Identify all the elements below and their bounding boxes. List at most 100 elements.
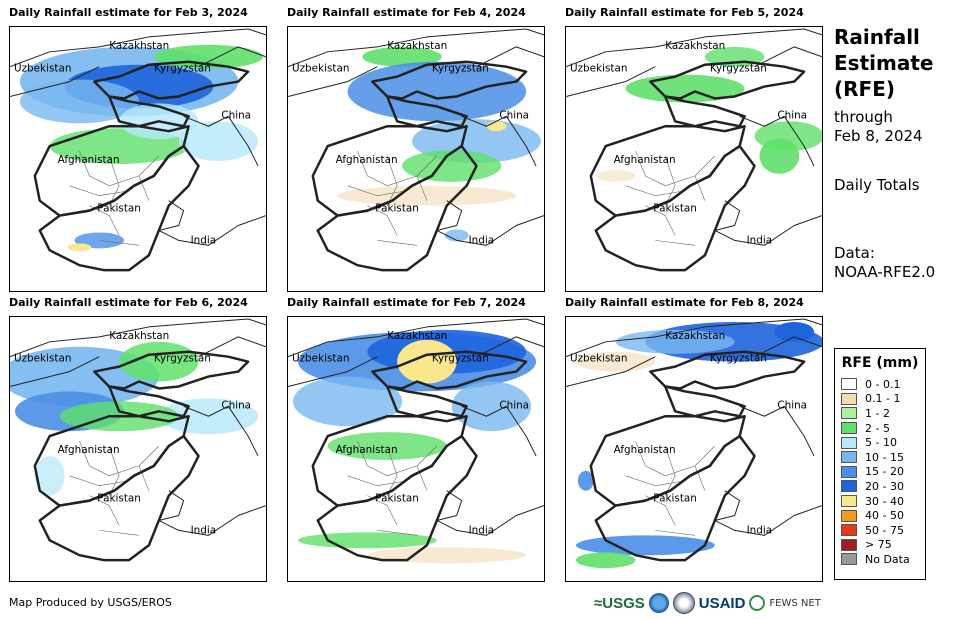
rainfall-area	[292, 376, 403, 427]
country-label: Afghanistan	[336, 444, 398, 456]
legend-swatch	[841, 378, 857, 391]
india-border	[158, 490, 185, 521]
country-label: Kyrgyzstan	[710, 353, 767, 365]
legend-swatch	[841, 465, 857, 478]
legend-item: 40 - 50	[841, 508, 919, 523]
pakistan-outline	[594, 144, 756, 272]
noaa-logo-icon	[648, 593, 669, 613]
legend-swatch	[841, 407, 857, 420]
rainfall-area	[577, 470, 594, 491]
panel-title: Daily Rainfall estimate for Feb 7, 2024	[287, 296, 526, 309]
legend-swatch	[841, 553, 857, 566]
kyrgyzstan-outline	[371, 60, 528, 100]
rainfall-area	[575, 552, 636, 569]
kyrgyzstan-outline	[649, 60, 806, 100]
pakistan-outline	[38, 434, 200, 562]
country-label: Uzbekistan	[14, 63, 71, 75]
country-label: China	[221, 109, 251, 121]
side-title-line: Estimate	[834, 51, 934, 75]
map-canvas: Kazakhstan Uzbekistan Kyrgyzstan China Afgha…	[566, 318, 822, 569]
country-label: Uzbekistan	[570, 353, 627, 365]
country-label: India	[191, 234, 217, 246]
legend-item: 0.1 - 1	[841, 392, 919, 407]
rainfall-area	[402, 150, 502, 182]
rainfall-area	[575, 535, 715, 556]
legend-item: 50 - 75	[841, 523, 919, 538]
kazakhstan-border	[288, 28, 544, 68]
map-credit: Map Produced by USGS/EROS	[9, 596, 172, 609]
fews-globe-icon	[749, 595, 766, 611]
legend-item: 30 - 40	[841, 494, 919, 509]
province-lines	[69, 150, 160, 246]
kazakhstan-border	[566, 28, 822, 68]
panel-title: Daily Rainfall estimate for Feb 3, 2024	[9, 6, 248, 19]
rainfall-map: Kazakhstan Uzbekistan Kyrgyzstan China Afgha…	[9, 316, 267, 582]
kyrgyzstan-outline	[93, 350, 250, 390]
country-label: Kazakhstan	[109, 330, 169, 342]
country-label: Afghanistan	[58, 154, 120, 166]
kyrgyzstan-outline	[93, 60, 250, 100]
regional-border	[566, 336, 822, 387]
legend-swatch	[841, 495, 857, 508]
regional-border	[288, 46, 544, 97]
country-label: Pakistan	[653, 203, 697, 215]
map-panel-feb4: Daily Rainfall estimate for Feb 4, 2024 …	[287, 6, 545, 292]
china-india-border	[158, 115, 266, 246]
india-border	[436, 200, 463, 231]
rainfall-map: Kazakhstan Uzbekistan Kyrgyzstan China Afgha…	[9, 26, 267, 292]
map-canvas: Kazakhstan Uzbekistan Kyrgyzstan China Afgha…	[288, 318, 544, 564]
country-label: China	[221, 399, 251, 411]
panel-title: Daily Rainfall estimate for Feb 6, 2024	[9, 296, 248, 309]
kazakhstan-border	[288, 318, 544, 358]
legend-item: 2 - 5	[841, 421, 919, 436]
country-label: Kazakhstan	[109, 40, 169, 52]
tajikistan-outline	[663, 385, 746, 418]
country-label: Kazakhstan	[665, 330, 725, 342]
legend-swatch	[841, 436, 857, 449]
through-date: Feb 8, 2024	[834, 127, 923, 145]
country-label: Pakistan	[375, 203, 419, 215]
province-lines	[347, 440, 438, 536]
country-label: Afghanistan	[614, 154, 676, 166]
side-title: Rainfall Estimate (RFE)	[834, 24, 933, 102]
rainfall-area	[774, 321, 815, 342]
country-label: Kyrgyzstan	[710, 63, 767, 75]
country-label: China	[499, 399, 529, 411]
rainfall-map: Kazakhstan Uzbekistan Kyrgyzstan China Afgha…	[287, 316, 545, 582]
side-title-line: Rainfall	[834, 25, 920, 49]
legend-label: 0.1 - 1	[865, 392, 901, 406]
us-seal-icon	[672, 592, 695, 614]
country-label: Kazakhstan	[665, 40, 725, 52]
rainfall-area	[34, 455, 65, 496]
usaid-logo: USAID	[698, 594, 746, 612]
china-india-border	[714, 115, 822, 246]
usgs-logo: ≈USGS	[594, 594, 645, 612]
map-panel-feb8: Daily Rainfall estimate for Feb 8, 2024 …	[565, 296, 823, 582]
map-panel-feb7: Daily Rainfall estimate for Feb 7, 2024 …	[287, 296, 545, 582]
map-canvas: Kazakhstan Uzbekistan Kyrgyzstan China Afgha…	[10, 318, 266, 562]
map-canvas: Kazakhstan Uzbekistan Kyrgyzstan China Afgha…	[10, 28, 266, 272]
country-label: Pakistan	[97, 203, 141, 215]
map-panel-feb3: Daily Rainfall estimate for Feb 3, 2024 …	[9, 6, 267, 292]
map-panel-feb5: Daily Rainfall estimate for Feb 5, 2024 …	[565, 6, 823, 292]
country-label: Uzbekistan	[292, 353, 349, 365]
rainfall-map: Kazakhstan Uzbekistan Kyrgyzstan China Afgha…	[287, 26, 545, 292]
legend-label: 5 - 10	[865, 436, 897, 450]
rainfall-area	[615, 329, 735, 354]
legend-label: 0 - 0.1	[865, 377, 901, 391]
country-label: Pakistan	[653, 493, 697, 505]
rainfall-area	[759, 138, 800, 174]
country-label: India	[469, 524, 495, 536]
china-india-border	[436, 405, 544, 536]
province-lines	[625, 440, 716, 536]
legend-swatch	[841, 451, 857, 464]
country-label: Kyrgyzstan	[154, 353, 211, 365]
kyrgyzstan-outline	[371, 350, 528, 390]
india-border	[714, 200, 741, 231]
country-label: Afghanistan	[614, 444, 676, 456]
rainfall-area	[444, 229, 469, 242]
partner-logos: ≈USGS USAID FEWS NET	[594, 592, 821, 614]
kyrgyzstan-outline	[649, 350, 806, 390]
